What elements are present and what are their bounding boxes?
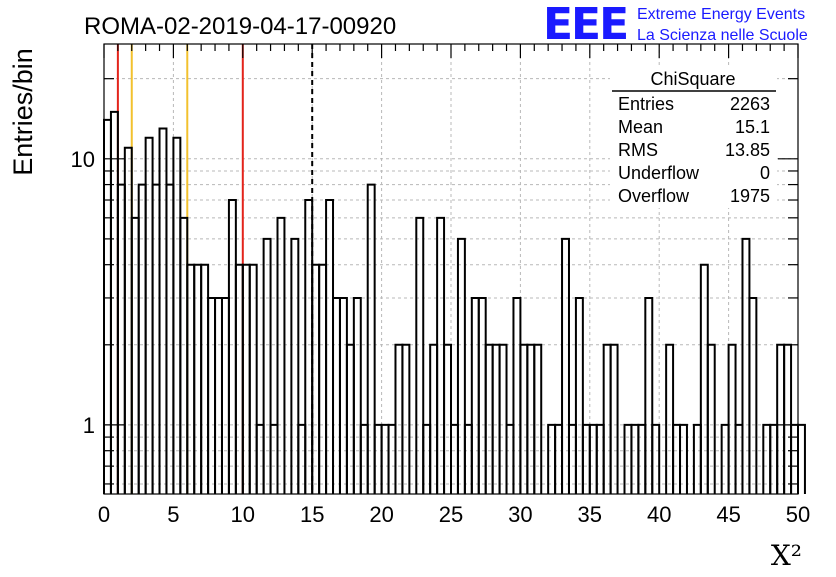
x-tick-label: 35 <box>578 502 602 527</box>
stats-box: ChiSquare Entries 2263 Mean 15.1 RMS 13.… <box>610 66 777 208</box>
y-tick-label: 1 <box>83 413 95 438</box>
histogram-bin <box>415 216 425 494</box>
histogram-bin <box>665 343 675 494</box>
stats-label-entries: Entries <box>618 94 674 114</box>
y-tick-label: 10 <box>71 147 95 172</box>
x-axis-label: X² <box>771 539 802 572</box>
histogram-bin <box>783 343 793 494</box>
stats-label-mean: Mean <box>618 117 663 137</box>
x-tick-label: 30 <box>508 502 532 527</box>
x-tick-label: 0 <box>98 502 110 527</box>
chart-title: ROMA-02-2019-04-17-00920 <box>84 13 396 40</box>
histogram-bin <box>366 183 376 494</box>
eee-logo-line2: La Scienza nelle Scuole <box>637 27 808 44</box>
stats-value-overflow: 1975 <box>730 186 770 206</box>
histogram-bin <box>498 343 508 494</box>
histogram-bin <box>644 296 654 494</box>
histogram-bin <box>748 296 758 494</box>
stats-value-underflow: 0 <box>760 163 770 183</box>
x-tick-label: 40 <box>647 502 671 527</box>
y-axis-label: Entries/bin <box>8 48 38 176</box>
stats-value-entries: 2263 <box>730 94 770 114</box>
eee-logo: EEE Extreme Energy Events La Scienza nel… <box>543 0 808 50</box>
x-tick-label: 15 <box>300 502 324 527</box>
histogram-bin <box>443 343 452 494</box>
axes: 0 5 10 15 20 25 30 35 40 45 50 1 10 <box>71 44 810 527</box>
stats-label-underflow: Underflow <box>618 163 700 183</box>
histogram-bin <box>679 423 688 494</box>
histogram-bin <box>248 263 258 494</box>
histogram <box>103 110 806 494</box>
stats-box-title: ChiSquare <box>650 69 735 89</box>
histogram-bin <box>727 343 737 494</box>
histogram-bin <box>574 296 584 494</box>
stats-label-rms: RMS <box>618 140 658 160</box>
x-tick-label: 20 <box>369 502 393 527</box>
eee-logo-mark: EEE <box>543 0 627 50</box>
histogram-bin <box>533 343 543 494</box>
histogram-bin <box>352 296 362 494</box>
histogram-bin <box>706 343 716 494</box>
x-tick-label: 25 <box>439 502 463 527</box>
stats-value-rms: 13.85 <box>725 140 770 160</box>
stats-box-background <box>610 66 777 208</box>
histogram-bin <box>609 343 619 494</box>
histogram-bin <box>290 237 300 494</box>
histogram-bin <box>456 237 466 494</box>
stats-label-overflow: Overflow <box>618 186 690 206</box>
x-tick-label: 5 <box>167 502 179 527</box>
x-tick-label: 45 <box>716 502 740 527</box>
histogram-bin <box>651 423 661 494</box>
stats-value-mean: 15.1 <box>735 117 770 137</box>
histogram-bin <box>262 237 272 494</box>
histogram-bin <box>401 343 411 494</box>
x-tick-label: 50 <box>786 502 810 527</box>
x-tick-label: 10 <box>231 502 255 527</box>
histogram-bin <box>276 216 286 494</box>
eee-logo-line1: Extreme Energy Events <box>637 6 805 23</box>
histogram-bin <box>561 237 570 494</box>
